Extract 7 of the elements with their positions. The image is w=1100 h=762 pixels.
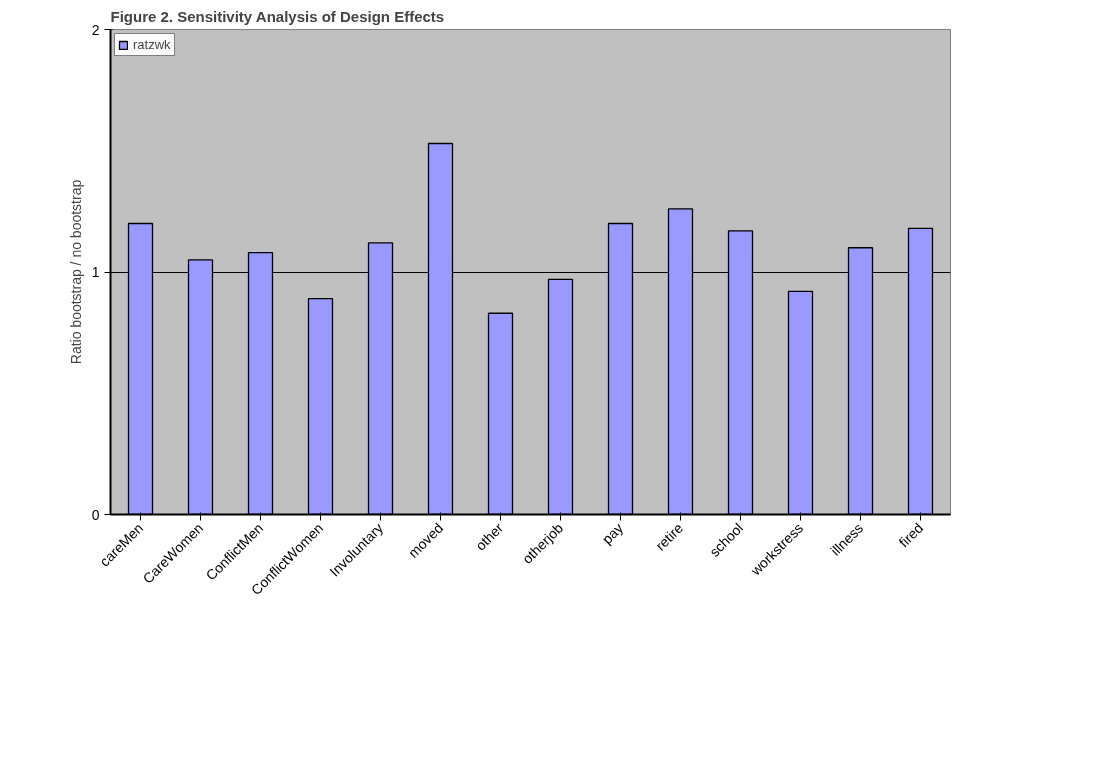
- chart-title: Figure 2. Sensitivity Analysis of Design Effects: [110, 7, 445, 25]
- x-tick-label: pay: [598, 519, 627, 548]
- y-tick-label: 0: [91, 506, 100, 523]
- legend-label: ratzwk: [133, 37, 171, 52]
- y-tick-label: 1: [91, 264, 100, 280]
- y-axis-title: Ratio bootstrap / no bootstrap: [67, 179, 84, 365]
- y-tick-label: 2: [91, 21, 100, 38]
